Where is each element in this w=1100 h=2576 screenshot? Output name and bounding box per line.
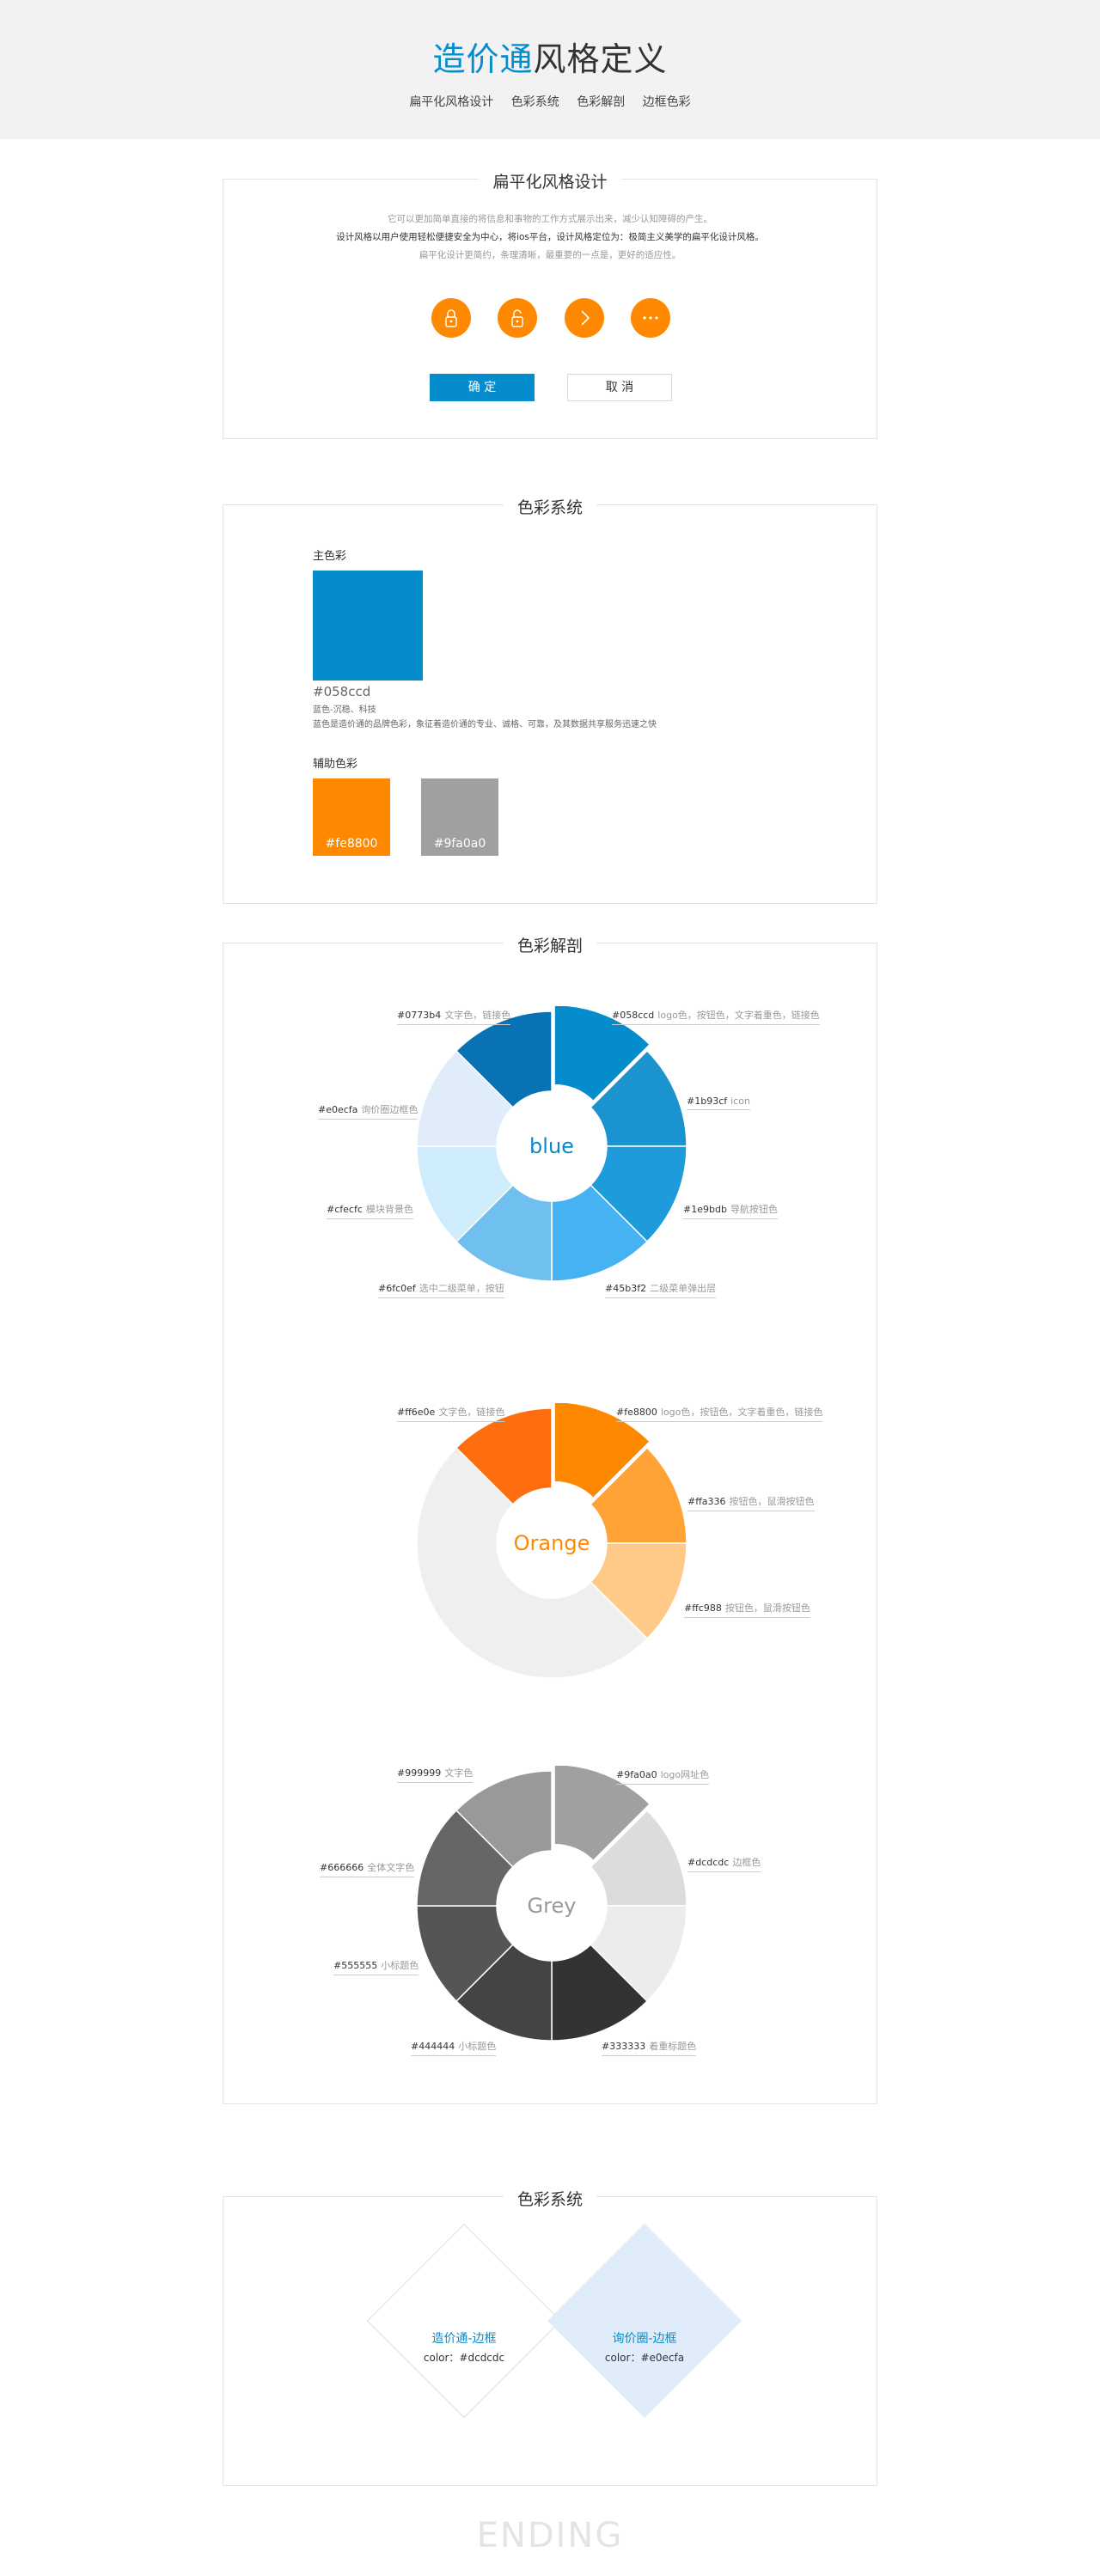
orange-donut-chart: Orange (416, 1403, 688, 1679)
aux-color-label: 辅助色彩 (313, 758, 358, 771)
blue-anno-cfecfc: #cfecfc 模块背景色 (327, 1202, 413, 1219)
nav-item-flat[interactable]: 扁平化风格设计 (409, 95, 494, 109)
blue-anno-1b93cf: #1b93cf icon (687, 1096, 750, 1110)
orange-anno-ffa336: #ffa336 按钮色，鼠滑按钮色 (688, 1494, 815, 1511)
grey-donut-chart: Grey (416, 1766, 688, 2042)
border-colors-section: 色彩系统 造价通-边框 color：#dcdcdc 询价圈-边框 color：#… (223, 2190, 877, 2486)
blue-anno-e0ecfa: #e0ecfa 询价圈边框色 (318, 1102, 419, 1120)
donut-center-label: blue (529, 1134, 574, 1158)
section-title: 色彩系统 (223, 2187, 877, 2210)
nav-item-color-anatomy[interactable]: 色彩解剖 (577, 95, 626, 109)
blue-anno-058ccd: #058ccd logo色，按钮色，文字着重色，链接色 (612, 1008, 820, 1025)
donut-center-label: Grey (528, 1894, 577, 1918)
border-color-zjt: color：#dcdcdc (423, 2352, 505, 2364)
main-color-keywords: 蓝色-沉稳、科技 (313, 705, 376, 715)
nav-item-border-colors[interactable]: 边框色彩 (642, 95, 691, 109)
main-color-desc: 蓝色是造价通的品牌色彩，象征着造价通的专业、诚格、可靠，及其数据共享服务迅速之快 (313, 720, 657, 729)
border-name-xjq: 询价圈-边框 (612, 2332, 677, 2346)
main-color-hex: #058ccd (313, 684, 371, 699)
border-name-zjt: 造价通-边框 (431, 2332, 497, 2346)
flat-desc-3: 扁平化设计更简约，条理清晰，最重要的一点是，更好的适应性。 (419, 250, 681, 260)
cancel-button[interactable]: 取 消 (567, 374, 672, 401)
aux-color-swatch-orange: #fe8800 (313, 778, 390, 856)
ending-text: ENDING (476, 2516, 624, 2555)
blue-anno-6fc0ef: #6fc0ef 选中二级菜单，按钮 (378, 1281, 504, 1298)
grey-anno-555555: #555555 小标题色 (333, 1958, 419, 1975)
grey-anno-9fa0a0: #9fa0a0 logo网址色 (616, 1767, 710, 1785)
orange-anno-ffc988: #ffc988 按钮色，鼠滑按钮色 (684, 1601, 810, 1618)
donut-hole (497, 1091, 607, 1201)
flat-desc-2: 设计风格以用户使用轻松便捷安全为中心，将ios平台，设计风格定位为：极简主义美学… (336, 232, 764, 242)
page-title-main: 风格定义 (533, 40, 668, 78)
flat-design-section: 扁平化风格设计 它可以更加简单直接的将信息和事物的工作方式展示出来，减少认知障碍… (223, 173, 877, 439)
border-diamond-zjt (366, 2223, 562, 2419)
aux-color-swatch-grey: #9fa0a0 (421, 778, 498, 856)
section-nav: 扁平化风格设计 色彩系统 色彩解剖 边框色彩 (0, 93, 1100, 110)
donut-hole (497, 1488, 607, 1598)
donut-center-label: Orange (514, 1531, 590, 1555)
donut-segment-058ccd (553, 1006, 651, 1102)
main-color-label: 主色彩 (313, 550, 347, 563)
page-header: 造价通风格定义 扁平化风格设计 色彩系统 色彩解剖 边框色彩 (0, 0, 1100, 139)
blue-donut-chart: blue (416, 1006, 688, 1282)
border-color-xjq: color：#e0ecfa (604, 2352, 685, 2364)
page-title-brand: 造价通 (432, 40, 534, 78)
section-title: 扁平化风格设计 (223, 169, 877, 192)
grey-anno-444444: #444444 小标题色 (411, 2039, 497, 2056)
blue-anno-45b3f2: #45b3f2 二级菜单弹出层 (605, 1281, 717, 1298)
grey-anno-333333: #333333 着重标题色 (602, 2039, 697, 2056)
lock-open-icon[interactable] (498, 298, 537, 338)
flat-desc-1: 它可以更加简单直接的将信息和事物的工作方式展示出来，减少认知障碍的产生。 (388, 214, 712, 224)
more-icon[interactable] (631, 298, 670, 338)
donut-segment-fe8800 (553, 1403, 651, 1499)
donut-hole (497, 1851, 607, 1961)
orange-anno-fe8800: #fe8800 logo色，按钮色，文字着重色，链接色 (616, 1405, 823, 1422)
main-color-swatch (313, 571, 423, 681)
grey-anno-999999: #999999 文字色 (397, 1766, 474, 1783)
grey-anno-dcdcdc: #dcdcdc 边框色 (688, 1855, 761, 1872)
lock-closed-icon[interactable] (431, 298, 471, 338)
section-title: 色彩系统 (223, 495, 877, 518)
page-title: 造价通风格定义 (0, 33, 1100, 80)
color-system-section: 色彩系统 主色彩 #058ccd 蓝色-沉稳、科技 蓝色是造价通的品牌色彩，象征… (223, 498, 877, 904)
orange-anno-ff6e0e: #ff6e0e 文字色，链接色 (397, 1405, 505, 1422)
color-anatomy-section: 色彩解剖 blue Orange Grey #058ccd logo色，按钮色，文… (223, 937, 877, 2104)
nav-item-color-system[interactable]: 色彩系统 (510, 95, 559, 109)
chevron-right-icon[interactable] (565, 298, 604, 338)
confirm-button[interactable]: 确 定 (430, 374, 535, 401)
grey-anno-666666: #666666 全体文字色 (320, 1860, 415, 1877)
donut-segment-9fa0a0 (553, 1766, 651, 1862)
section-title: 色彩解剖 (223, 933, 877, 956)
blue-anno-0773b4: #0773b4 文字色，链接色 (397, 1008, 511, 1025)
border-diamond-xjq (547, 2223, 742, 2419)
blue-anno-1e9bdb: #1e9bdb 导航按钮色 (683, 1202, 778, 1219)
